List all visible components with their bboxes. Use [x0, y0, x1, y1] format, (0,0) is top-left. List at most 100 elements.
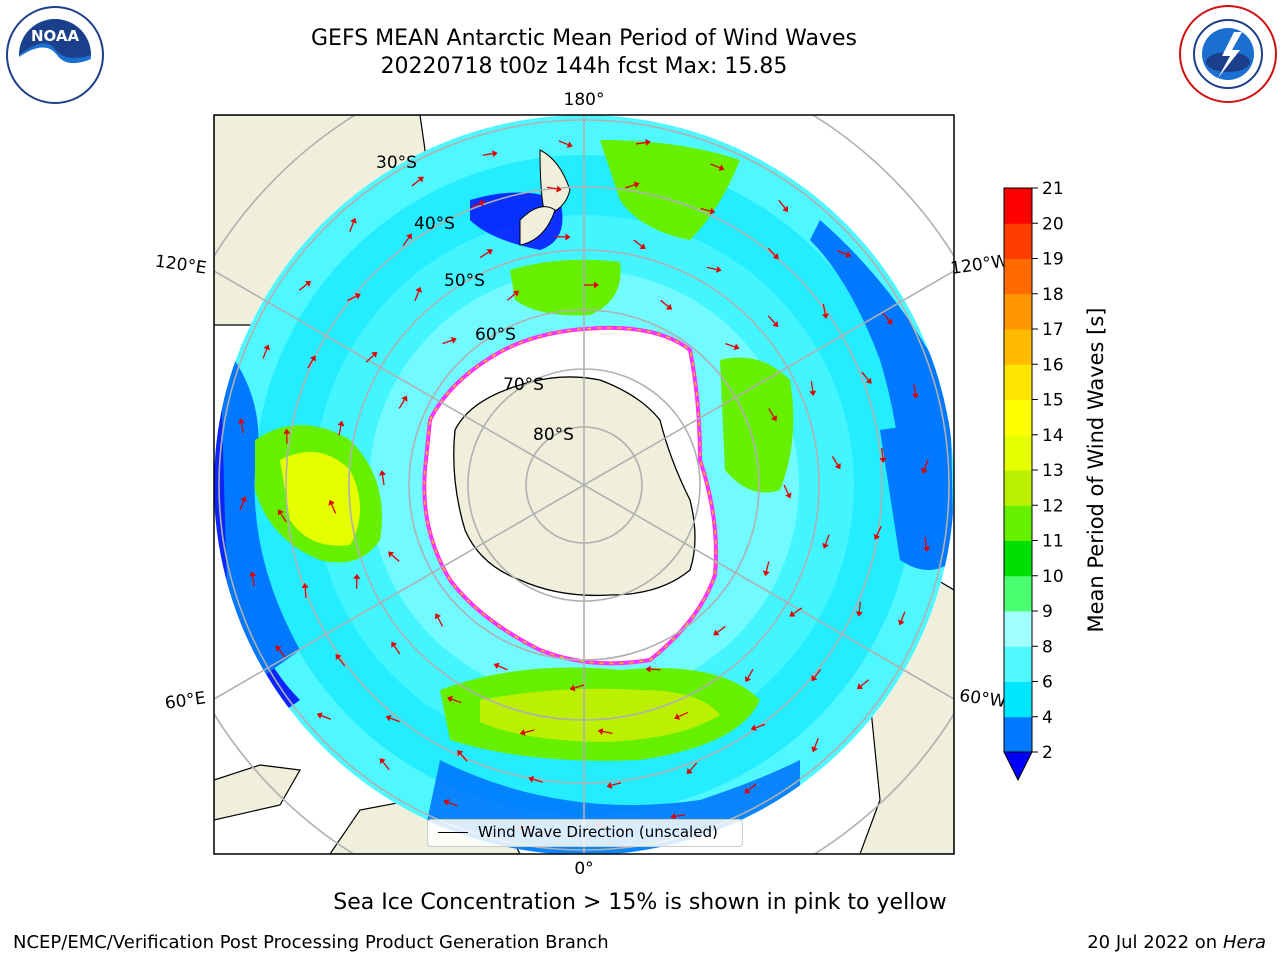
wind-wave-arrow — [482, 150, 498, 158]
lon-label-120e: 120°E — [154, 252, 208, 279]
wind-wave-arrow — [447, 695, 462, 704]
wind-wave-arrow — [307, 355, 316, 369]
noaa-logo-text: NOAA — [31, 27, 80, 45]
wind-wave-arrow — [434, 613, 444, 627]
wind-wave-arrow — [744, 668, 754, 683]
colorbar-cell — [1004, 540, 1032, 577]
colorbar-tick-label: 12 — [1042, 496, 1064, 516]
wind-wave-arrow — [633, 239, 646, 250]
wind-wave-arrow — [898, 611, 906, 626]
wind-wave-arrow — [911, 383, 919, 399]
wind-wave-arrow — [546, 185, 562, 193]
wind-wave-arrow — [365, 351, 378, 363]
wind-wave-arrow — [831, 456, 841, 470]
colorbar-cell — [1004, 223, 1032, 259]
colorbar-tick-label: 20 — [1042, 214, 1064, 234]
wind-wave-arrow — [660, 299, 673, 310]
nws-logo — [1179, 5, 1277, 103]
wind-wave-arrow — [519, 729, 535, 736]
wind-wave-arrow — [767, 315, 779, 328]
colorbar-cell — [1004, 188, 1032, 224]
run-date-text: 20 Jul 2022 on — [1087, 932, 1223, 953]
wind-wave-arrow — [337, 420, 345, 436]
wind-wave-arrow — [700, 207, 716, 215]
wind-wave-arrow — [411, 176, 424, 187]
wind-wave-arrow — [879, 447, 887, 463]
colorbar-label: Mean Period of Wind Waves [s] — [1084, 308, 1108, 633]
wind-wave-arrow — [821, 303, 829, 319]
wind-wave-arrow — [923, 536, 931, 552]
wind-wave-arrow — [713, 625, 726, 636]
wind-wave-arrow — [783, 484, 792, 499]
wind-wave-arrow — [443, 799, 458, 807]
wind-wave-arrow — [347, 293, 361, 302]
colorbar-cell — [1004, 646, 1032, 682]
antarctic-continent — [453, 376, 696, 597]
colorbar-tick-label: 10 — [1042, 567, 1064, 587]
wind-wave-arrow — [811, 668, 822, 682]
wind-wave-arrow — [855, 601, 863, 617]
wind-wave-arrow — [328, 499, 337, 514]
wind-wave-arrow — [710, 163, 725, 171]
wind-wave-arrow — [873, 526, 882, 540]
lat-label-80s: 80°S — [533, 425, 574, 445]
wind-wave-arrow — [301, 582, 309, 598]
wind-wave-arrow — [744, 783, 757, 794]
colorbar-cell — [1004, 716, 1032, 753]
colorbar-cell — [1004, 258, 1032, 295]
producer-credit: NCEP/EMC/Verification Post Processing Pr… — [13, 932, 609, 953]
sea-ice-note: Sea Ice Concentration > 15% is shown in … — [333, 890, 947, 915]
lat-label-70s: 70°S — [503, 375, 544, 395]
wind-wave-arrow — [237, 418, 245, 434]
legend-label: Wind Wave Direction (unscaled) — [478, 823, 718, 841]
wind-wave-arrow — [275, 645, 286, 658]
colorbar-tick-label: 18 — [1042, 285, 1064, 305]
colorbar-tick-label: 17 — [1042, 320, 1064, 340]
wind-wave-arrow — [706, 266, 722, 273]
wind-wave-arrow — [379, 470, 386, 486]
wind-wave-arrow — [555, 233, 571, 241]
wind-wave-arrow — [457, 750, 468, 762]
colorbar-cell — [1004, 399, 1032, 436]
colorbar-tick-label: 14 — [1042, 426, 1064, 446]
colorbar-tick-label: 13 — [1042, 461, 1064, 481]
wind-wave-arrow — [316, 712, 331, 720]
colorbar: 2 4 6 8 9 10 11 12 13 14 15 16 17 18 19 20 21 Mean Perio… — [1003, 180, 1108, 782]
wind-wave-arrow — [470, 200, 486, 208]
lat-label-40s: 40°S — [414, 214, 455, 234]
wind-wave-arrow — [778, 199, 789, 213]
wind-wave-arrow — [391, 641, 401, 655]
wind-wave-arrow — [768, 408, 777, 422]
lat-label-30s: 30°S — [376, 153, 417, 173]
wind-wave-arrow — [921, 459, 929, 474]
lon-label-60e: 60°E — [164, 688, 207, 713]
wind-wave-arrow — [402, 233, 412, 247]
chart-title: GEFS MEAN Antarctic Mean Period of Wind … — [311, 26, 857, 51]
map-legend: Wind Wave Direction (unscaled) — [427, 819, 743, 847]
wind-wave-arrow — [298, 280, 312, 291]
lat-label-50s: 50°S — [444, 271, 485, 291]
wind-wave-arrow — [809, 381, 817, 397]
colorbar-tick-label: 15 — [1042, 391, 1064, 411]
wind-wave-arrow — [493, 662, 508, 671]
wind-wave-arrow — [789, 607, 803, 617]
colorbar-tick-label: 9 — [1042, 602, 1053, 622]
antarctica — [422, 325, 718, 666]
wind-wave-arrow — [239, 496, 247, 511]
wind-wave-arrow — [569, 684, 585, 692]
colorbar-cell — [1004, 611, 1032, 647]
wind-wave-arrow — [385, 714, 400, 723]
wind-wave-arrow — [686, 762, 698, 775]
wind-wave-arrow — [762, 561, 770, 577]
lon-label-0: 0° — [574, 859, 593, 879]
wind-wave-arrow — [584, 281, 599, 289]
wind-wave-arrow — [507, 290, 520, 301]
wind-wave-arrow — [822, 534, 830, 549]
wind-wave-arrow — [670, 812, 686, 820]
colorbar-under-extend — [1003, 751, 1033, 782]
colorbar-cell — [1004, 470, 1032, 506]
wind-wave-arrow — [725, 342, 740, 351]
colorbar-tick-label: 6 — [1042, 673, 1053, 693]
wind-wave-arrow — [635, 138, 651, 146]
